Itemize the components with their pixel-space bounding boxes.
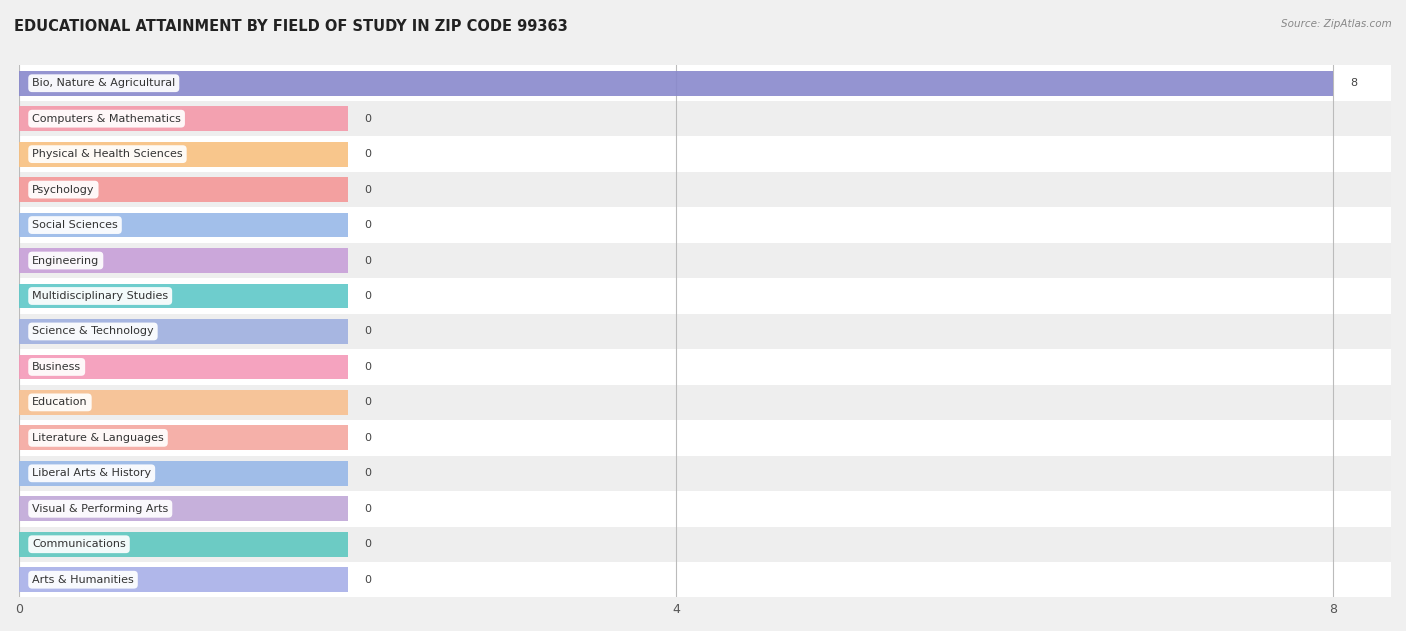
Bar bbox=[20, 136, 1391, 172]
Bar bbox=[20, 390, 347, 415]
Bar bbox=[20, 532, 347, 557]
Bar bbox=[20, 567, 347, 592]
Bar bbox=[20, 491, 1391, 526]
Bar bbox=[20, 319, 347, 344]
Text: 0: 0 bbox=[364, 362, 371, 372]
Bar bbox=[20, 142, 347, 167]
Text: Communications: Communications bbox=[32, 540, 127, 549]
Text: Computers & Mathematics: Computers & Mathematics bbox=[32, 114, 181, 124]
Bar bbox=[20, 243, 1391, 278]
Bar bbox=[20, 208, 1391, 243]
Bar bbox=[20, 562, 1391, 598]
Text: Engineering: Engineering bbox=[32, 256, 100, 266]
Bar bbox=[20, 314, 1391, 349]
Text: Psychology: Psychology bbox=[32, 185, 94, 194]
Text: Visual & Performing Arts: Visual & Performing Arts bbox=[32, 504, 169, 514]
Text: Source: ZipAtlas.com: Source: ZipAtlas.com bbox=[1281, 19, 1392, 29]
Bar bbox=[20, 71, 1333, 96]
Bar bbox=[20, 172, 1391, 208]
Text: Business: Business bbox=[32, 362, 82, 372]
Text: 0: 0 bbox=[364, 575, 371, 585]
Text: EDUCATIONAL ATTAINMENT BY FIELD OF STUDY IN ZIP CODE 99363: EDUCATIONAL ATTAINMENT BY FIELD OF STUDY… bbox=[14, 19, 568, 34]
Bar bbox=[20, 283, 347, 309]
Text: Education: Education bbox=[32, 398, 87, 408]
Text: 0: 0 bbox=[364, 433, 371, 443]
Bar bbox=[20, 248, 347, 273]
Bar bbox=[20, 213, 347, 237]
Text: 0: 0 bbox=[364, 220, 371, 230]
Text: 0: 0 bbox=[364, 504, 371, 514]
Text: Literature & Languages: Literature & Languages bbox=[32, 433, 165, 443]
Text: 0: 0 bbox=[364, 291, 371, 301]
Bar bbox=[20, 177, 347, 202]
Text: 0: 0 bbox=[364, 540, 371, 549]
Bar bbox=[20, 526, 1391, 562]
Bar bbox=[20, 66, 1391, 101]
Text: 0: 0 bbox=[364, 468, 371, 478]
Bar bbox=[20, 106, 347, 131]
Bar bbox=[20, 101, 1391, 136]
Text: 0: 0 bbox=[364, 398, 371, 408]
Bar bbox=[20, 461, 347, 486]
Text: 0: 0 bbox=[364, 149, 371, 159]
Bar bbox=[20, 355, 347, 379]
Text: Arts & Humanities: Arts & Humanities bbox=[32, 575, 134, 585]
Text: 8: 8 bbox=[1350, 78, 1357, 88]
Text: 0: 0 bbox=[364, 256, 371, 266]
Text: Multidisciplinary Studies: Multidisciplinary Studies bbox=[32, 291, 169, 301]
Text: Science & Technology: Science & Technology bbox=[32, 326, 153, 336]
Bar bbox=[20, 425, 347, 451]
Text: 0: 0 bbox=[364, 185, 371, 194]
Text: Bio, Nature & Agricultural: Bio, Nature & Agricultural bbox=[32, 78, 176, 88]
Text: Physical & Health Sciences: Physical & Health Sciences bbox=[32, 149, 183, 159]
Bar bbox=[20, 456, 1391, 491]
Text: 0: 0 bbox=[364, 114, 371, 124]
Text: 0: 0 bbox=[364, 326, 371, 336]
Text: Liberal Arts & History: Liberal Arts & History bbox=[32, 468, 152, 478]
Bar bbox=[20, 278, 1391, 314]
Bar bbox=[20, 385, 1391, 420]
Bar bbox=[20, 420, 1391, 456]
Text: Social Sciences: Social Sciences bbox=[32, 220, 118, 230]
Bar bbox=[20, 497, 347, 521]
Bar bbox=[20, 349, 1391, 385]
